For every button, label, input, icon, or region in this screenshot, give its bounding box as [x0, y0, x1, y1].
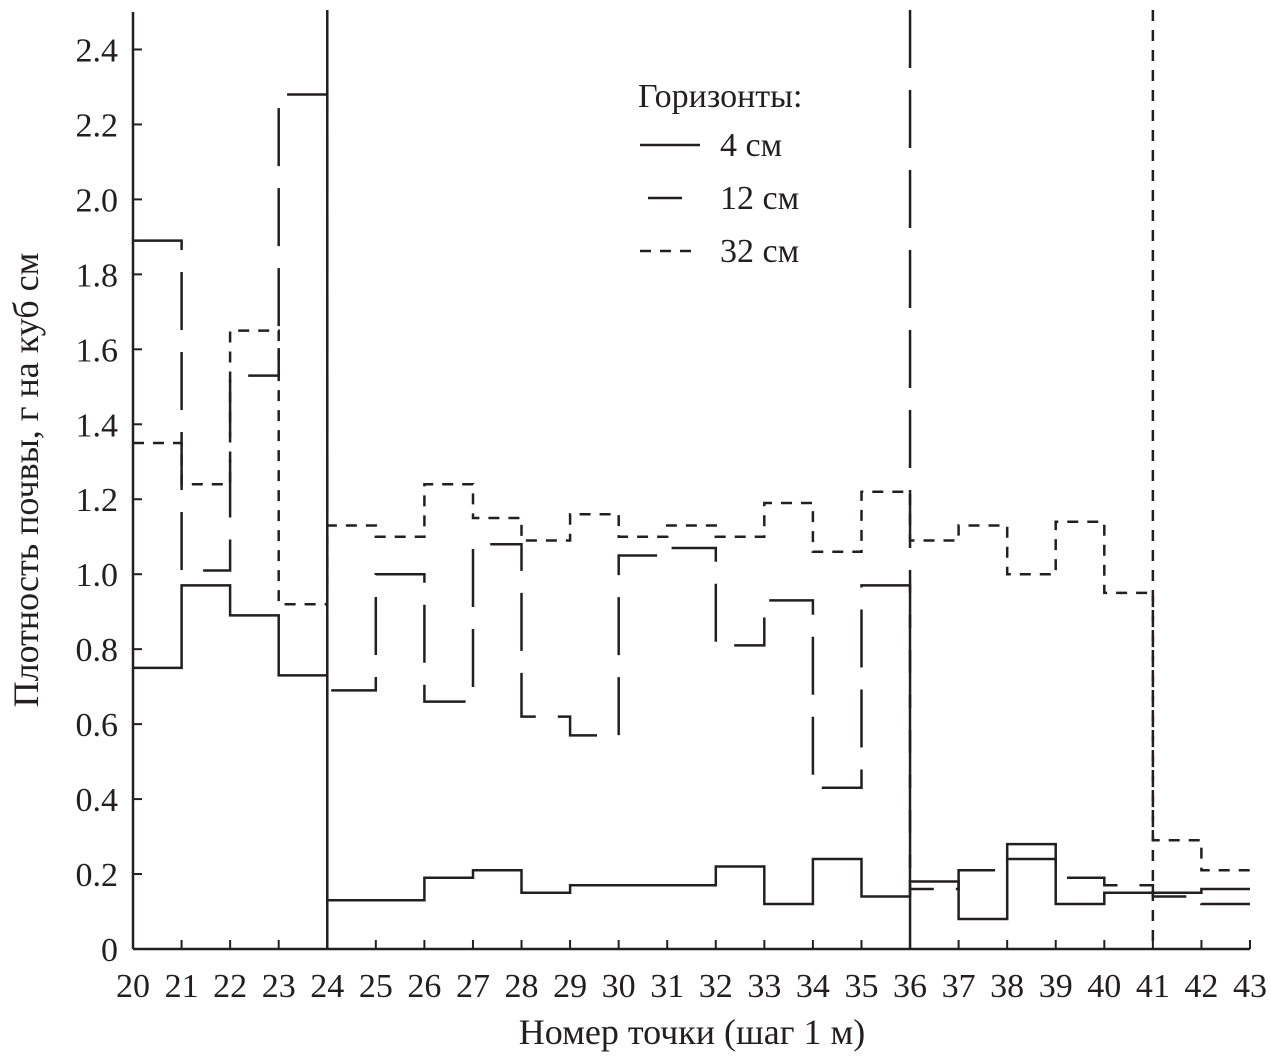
legend: Горизонты: 4 см 12 см 32 см — [638, 78, 802, 270]
legend-label: 4 см — [720, 127, 782, 164]
x-tick-label: 24 — [310, 968, 344, 1005]
x-tick-label: 23 — [262, 968, 296, 1005]
x-tick-label: 29 — [553, 968, 587, 1005]
y-tick-label: 0 — [101, 932, 118, 969]
x-tick-label: 35 — [844, 968, 878, 1005]
legend-label: 32 см — [720, 233, 799, 270]
x-tick-label: 28 — [505, 968, 539, 1005]
y-tick-label: 0.6 — [76, 707, 119, 744]
x-axis-title: Номер точки (шаг 1 м) — [519, 1012, 865, 1052]
y-axis-title: Плотность почвы, г на куб см — [6, 253, 46, 708]
series-line — [133, 584, 1250, 921]
x-tick-label: 32 — [699, 968, 733, 1005]
y-tick-label: 2.4 — [76, 32, 119, 69]
x-tick-label: 30 — [602, 968, 636, 1005]
y-tick-label: 1.2 — [76, 482, 119, 519]
x-tick-label: 21 — [165, 968, 199, 1005]
x-tick-label: 42 — [1184, 968, 1218, 1005]
series-line — [133, 93, 1250, 906]
y-tick-label: 0.2 — [76, 857, 119, 894]
x-tick-label: 40 — [1087, 968, 1121, 1005]
legend-label: 12 см — [720, 180, 799, 217]
y-tick-label: 1.0 — [76, 557, 119, 594]
x-tick-label: 37 — [942, 968, 976, 1005]
x-tick-label: 33 — [747, 968, 781, 1005]
x-tick-label: 41 — [1136, 968, 1170, 1005]
series-line — [133, 329, 1250, 872]
y-tick-label: 1.6 — [76, 332, 119, 369]
tick-labels: 20 21 22 23 24 25 26 27 28 29 30 31 32 33 34 35 36 37 38 39… — [76, 32, 1268, 1005]
y-tick-label: 2.0 — [76, 182, 119, 219]
x-tick-label: 20 — [116, 968, 150, 1005]
series-lines — [133, 93, 1250, 921]
legend-title: Горизонты: — [638, 78, 802, 115]
y-tick-label: 2.2 — [76, 107, 119, 144]
x-tick-label: 43 — [1233, 968, 1267, 1005]
y-tick-label: 1.8 — [76, 257, 119, 294]
x-tick-label: 25 — [359, 968, 393, 1005]
axes — [131, 12, 1251, 951]
x-tick-label: 39 — [1039, 968, 1073, 1005]
x-tick-label: 31 — [650, 968, 684, 1005]
y-tick-label: 0.8 — [76, 632, 119, 669]
x-tick-label: 34 — [796, 968, 830, 1005]
x-tick-label: 27 — [456, 968, 490, 1005]
x-tick-label: 26 — [407, 968, 441, 1005]
y-tick-label: 0.4 — [76, 782, 119, 819]
y-tick-label: 1.4 — [76, 407, 119, 444]
x-tick-label: 36 — [893, 968, 927, 1005]
x-tick-label: 38 — [990, 968, 1024, 1005]
x-tick-label: 22 — [213, 968, 247, 1005]
